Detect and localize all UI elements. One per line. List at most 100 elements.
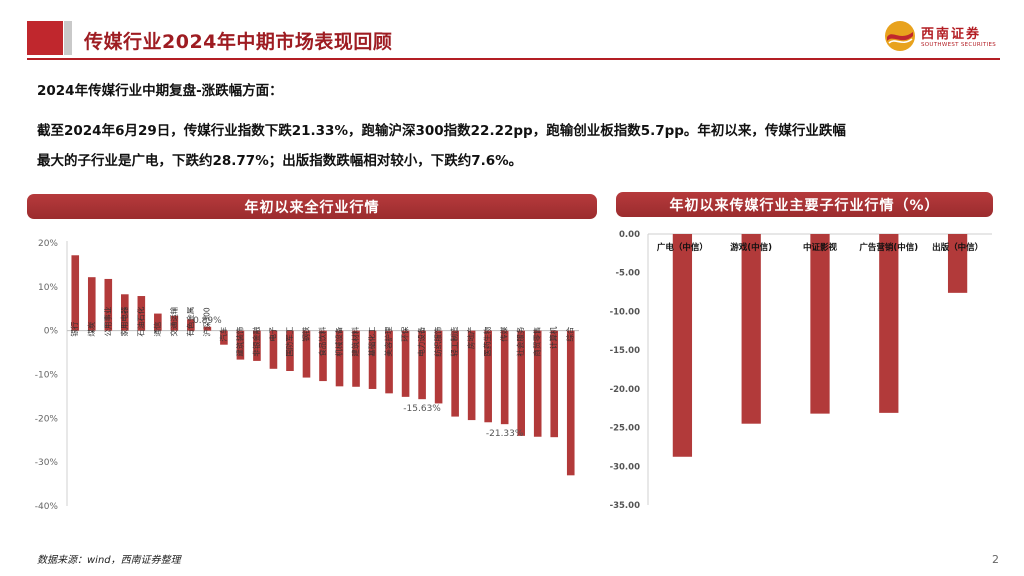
y-tick-label: -15.00 <box>610 346 640 356</box>
category-label: 纺织服饰 <box>433 326 443 356</box>
data-label-annotation: -21.33% <box>486 429 524 439</box>
bar-计算机 <box>550 330 559 438</box>
y-tick-label: -20% <box>35 414 59 424</box>
y-tick-label: -10.00 <box>610 307 640 317</box>
category-label: 交通运输 <box>168 306 178 336</box>
bar-综合 <box>566 330 575 476</box>
category-label: 综合 <box>565 326 575 341</box>
slide-title: 传媒行业2024年中期市场表现回顾 <box>84 31 393 53</box>
logo-text: 西南证券 <box>921 27 982 42</box>
company-logo: 西南证券 SOUTHWEST SECURITIES <box>884 20 1004 54</box>
bar-非银金融 <box>253 330 261 361</box>
bar-社会服务 <box>517 330 525 436</box>
y-tick-label: -40% <box>35 502 59 512</box>
summary-paragraph-line-2: 最大的子行业是广电，下跌约28.77%；出版指数跌幅相对较小，下跌约7.6%。 <box>37 153 523 169</box>
category-label: 石油石化 <box>135 306 145 336</box>
bar-公用事业 <box>104 278 113 331</box>
bar-中证影视 <box>810 234 830 414</box>
title-divider <box>27 58 1000 60</box>
category-label: 公用事业 <box>102 306 112 336</box>
category-label: 汽车 <box>218 326 228 341</box>
category-label: 通信 <box>152 321 162 336</box>
bar-广告营销(中信) <box>879 234 899 413</box>
category-label: 电子 <box>267 326 277 341</box>
bar-银行 <box>71 255 80 331</box>
bar-家用电器 <box>121 294 129 331</box>
header-accent-bar <box>64 21 72 55</box>
category-label: 传媒 <box>499 326 509 341</box>
bar-基础化工 <box>368 330 377 389</box>
logo-mark-icon <box>885 21 915 51</box>
bar-钢铁 <box>302 330 311 378</box>
category-label: 机械设备 <box>334 326 344 356</box>
category-label: 家用电器 <box>119 306 129 336</box>
y-tick-label: 0% <box>44 327 59 337</box>
bar-建筑材料 <box>352 330 360 387</box>
bar-有色金属 <box>187 319 195 331</box>
bar-煤炭 <box>87 277 96 331</box>
category-label: 建筑材料 <box>350 326 360 356</box>
bar-轻工制造 <box>451 330 459 417</box>
category-label: 医药生物 <box>482 326 492 356</box>
bar-石油石化 <box>137 296 146 331</box>
y-tick-label: -30.00 <box>610 462 640 472</box>
left-chart-title-banner: 年初以来全行业行情 <box>27 194 597 219</box>
bar-建筑装饰 <box>236 330 245 360</box>
category-label: 基础化工 <box>367 326 377 356</box>
bar-电子 <box>269 330 278 369</box>
category-label: 游戏(中信) <box>730 242 772 253</box>
category-label: 建筑装饰 <box>234 326 244 356</box>
category-label: 社会服务 <box>515 326 525 356</box>
bar-国防军工 <box>286 330 294 371</box>
y-tick-label: -30% <box>35 458 59 468</box>
data-label-annotation: -15.63% <box>403 404 441 414</box>
category-label: 煤炭 <box>86 321 96 336</box>
bar-纺织服饰 <box>434 330 443 404</box>
y-tick-label: 0.00 <box>619 230 640 240</box>
bar-食品饮料 <box>319 330 327 382</box>
category-label: 出版（中信） <box>932 242 983 253</box>
category-label: 银行 <box>69 321 79 336</box>
category-label: 非银金融 <box>251 326 261 356</box>
bar-沪深300 <box>203 326 212 331</box>
bar-汽车 <box>220 330 228 345</box>
category-label: 电力设备 <box>416 326 426 356</box>
category-label: 广电（中信） <box>657 242 708 253</box>
summary-paragraph-line-1: 截至2024年6月29日，传媒行业指数下跌21.33%，跑输沪深300指数22.… <box>37 123 846 139</box>
logo-subtext: SOUTHWEST SECURITIES <box>921 42 997 48</box>
y-tick-label: -10% <box>35 371 59 381</box>
bar-电力设备 <box>418 330 426 400</box>
data-source-note: 数据来源：wind，西南证券整理 <box>37 555 181 566</box>
category-label: 美容护理 <box>383 326 393 356</box>
section-subheading: 2024年传媒行业中期复盘-涨跌幅方面： <box>37 83 283 99</box>
category-label: 有色金属 <box>185 307 195 337</box>
all-industry-bar-chart: 20% 10% 0% -10% -20% -30% -40% 银行 煤炭 公用事业 家用电器 石油石化… <box>35 239 579 512</box>
bar-传媒 <box>500 330 509 425</box>
bar-环保 <box>401 330 410 397</box>
y-tick-label: -35.00 <box>610 501 640 511</box>
page-number: 2 <box>992 553 999 566</box>
category-label: 轻工制造 <box>449 326 459 356</box>
y-tick-label: 10% <box>38 283 58 293</box>
y-tick-label: -25.00 <box>610 424 640 434</box>
bar-商贸零售 <box>533 330 542 437</box>
y-tick-label: -5.00 <box>616 269 641 279</box>
bar-房地产 <box>467 330 476 421</box>
header-accent-block <box>27 21 63 55</box>
category-label: 环保 <box>401 326 410 341</box>
bar-广电（中信） <box>672 234 693 457</box>
category-label: 计算机 <box>548 326 558 349</box>
data-label-annotation: 0.89% <box>193 316 222 326</box>
bar-医药生物 <box>484 330 492 423</box>
category-label: 房地产 <box>466 327 476 350</box>
category-label: 国防军工 <box>284 326 294 356</box>
bar-机械设备 <box>335 330 344 387</box>
y-tick-label: -20.00 <box>610 385 640 395</box>
right-chart-title-banner: 年初以来传媒行业主要子行业行情（%） <box>616 192 993 217</box>
bar-通信 <box>154 313 162 331</box>
category-label: 钢铁 <box>300 326 310 341</box>
category-label: 广告营销(中信) <box>859 242 918 253</box>
category-label: 商贸零售 <box>532 327 542 357</box>
category-label: 沪深300 <box>201 307 211 337</box>
bar-美容护理 <box>385 330 393 394</box>
